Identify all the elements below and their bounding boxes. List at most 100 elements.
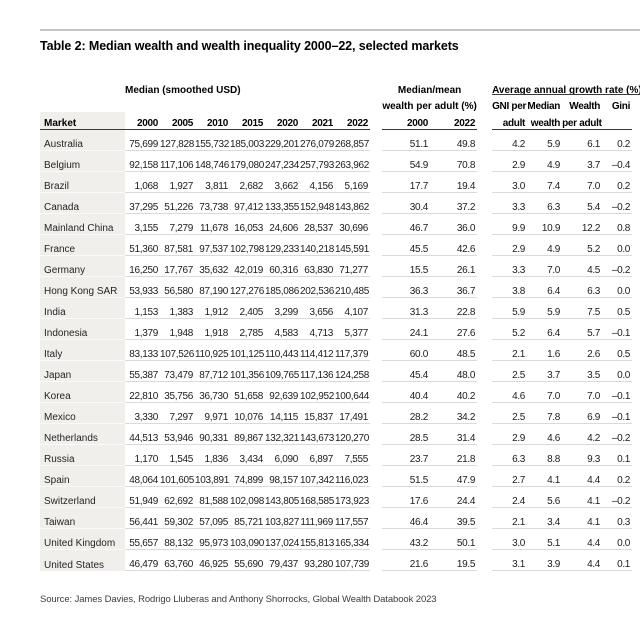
median-value: 51,226 <box>160 192 195 214</box>
growth-value: 4.1 <box>562 486 603 508</box>
growth-value: 9.9 <box>492 213 528 235</box>
median-value: 155,813 <box>300 528 335 550</box>
growth-value: 0.1 <box>602 444 633 466</box>
median-value: 53,933 <box>125 276 160 298</box>
median-value: 75,699 <box>129 139 158 150</box>
growth-value: 5.2 <box>562 234 603 256</box>
table-row: Russia 1,170 1,545 1,836 3,434 6,090 6,897 7,55… <box>40 444 633 466</box>
median-value: 143,805 <box>265 486 300 508</box>
col-header-wealth-per-adult-line1: Wealth <box>569 101 601 112</box>
median-value: 165,334 <box>335 528 371 550</box>
spacer-cell <box>370 151 382 172</box>
table-body: Australia 75,699 127,828 155,732 185,003 229,… <box>40 129 633 571</box>
median-value: 16,053 <box>230 213 265 235</box>
median-value: 2,405 <box>230 297 265 319</box>
median-mean-value: 39.5 <box>430 507 478 529</box>
median-value: 210,485 <box>335 276 371 298</box>
header-spacer <box>40 80 125 96</box>
median-value: 71,277 <box>335 255 371 277</box>
spacer-cell <box>477 172 492 193</box>
median-mean-value: 36.0 <box>430 213 478 235</box>
table-row: Indonesia 1,379 1,948 1,918 2,785 4,583 4,713 5… <box>40 318 633 340</box>
median-value: 102,098 <box>230 486 265 508</box>
market-cell: Mainland China <box>40 213 125 235</box>
growth-value: 0.2 <box>602 465 633 487</box>
col-header-gni-line1: GNI per <box>492 101 527 112</box>
median-mean-value: 31.4 <box>430 423 478 445</box>
median-value: 102,952 <box>300 381 335 403</box>
growth-value: –0.2 <box>602 255 633 277</box>
median-value: 60,316 <box>265 255 300 277</box>
growth-value: 5.9 <box>527 297 563 319</box>
header-columns-row: Market 2000 2005 2010 2015 2020 2021 202… <box>40 112 633 130</box>
growth-value: 4.4 <box>562 465 603 487</box>
median-value: 107,526 <box>160 339 195 361</box>
growth-value: –0.2 <box>602 192 633 214</box>
growth-value: 12.2 <box>562 213 603 235</box>
market-cell: United States <box>40 549 125 571</box>
growth-value: 2.9 <box>492 234 528 256</box>
median-mean-value: 24.4 <box>430 486 478 508</box>
median-value: 3,155 <box>125 213 160 235</box>
growth-value: 3.0 <box>492 171 528 193</box>
growth-value: 2.5 <box>492 402 528 424</box>
spacer-cell <box>477 445 492 466</box>
growth-value: –0.4 <box>602 150 633 172</box>
market-cell: Germany <box>40 255 125 277</box>
median-value: 4,713 <box>300 318 335 340</box>
median-value: 11,678 <box>195 213 230 235</box>
median-mean-value: 36.7 <box>430 276 478 298</box>
source-note: Source: James Davies, Rodrigo Lluberas a… <box>40 594 437 605</box>
median-mean-value: 49.8 <box>456 139 476 150</box>
median-value: 101,356 <box>230 360 265 382</box>
median-value: 110,925 <box>195 339 230 361</box>
table-row: Switzerland 51,949 62,692 81,588 102,098 143,… <box>40 486 633 508</box>
median-value: 4,107 <box>335 297 371 319</box>
spacer-cell <box>477 151 492 172</box>
median-value: 44,513 <box>125 423 160 445</box>
median-value: 132,321 <box>265 423 300 445</box>
spacer-cell <box>370 508 382 529</box>
median-value: 1,918 <box>195 318 230 340</box>
table-row: Canada 37,295 51,226 73,738 97,412 133,355 152… <box>40 192 633 214</box>
spacer-cell <box>370 487 382 508</box>
median-value: 24,606 <box>265 213 300 235</box>
spacer-cell <box>370 214 382 235</box>
median-value: 5,377 <box>335 318 371 340</box>
growth-value: 6.4 <box>527 276 563 298</box>
table-row: Mainland China 3,155 7,279 11,678 16,053 24,6… <box>40 213 633 235</box>
growth-value: 3.3 <box>492 192 528 214</box>
table-row: India 1,153 1,383 1,912 2,405 3,299 3,656 4,107… <box>40 297 633 319</box>
median-mean-value: 43.2 <box>382 528 431 550</box>
median-value: 1,153 <box>125 297 160 319</box>
median-value: 92,158 <box>125 150 160 172</box>
median-value: 229,201 <box>265 139 300 150</box>
median-value: 46,925 <box>195 549 230 571</box>
growth-value: 5.6 <box>527 486 563 508</box>
growth-value: 0.0 <box>602 360 633 382</box>
median-value: 6,897 <box>300 444 335 466</box>
median-mean-value: 19.4 <box>430 171 478 193</box>
growth-value: 2.9 <box>492 150 528 172</box>
growth-value: –0.1 <box>602 318 633 340</box>
median-value: 1,836 <box>195 444 230 466</box>
median-value: 30,696 <box>335 213 371 235</box>
growth-value: 0.2 <box>617 139 631 150</box>
median-value: 98,157 <box>265 465 300 487</box>
median-mean-value: 46.7 <box>382 213 431 235</box>
median-value: 3,811 <box>195 171 230 193</box>
median-mean-value: 17.6 <box>382 486 431 508</box>
median-value: 56,580 <box>160 276 195 298</box>
group-header-median-mean: Median/mean <box>397 85 462 96</box>
market-cell: Japan <box>40 360 125 382</box>
median-mean-value: 48.5 <box>430 339 478 361</box>
header-subgroup-row: wealth per adult (%) GNI per Median Weal… <box>40 96 632 112</box>
growth-value: 0.8 <box>602 213 633 235</box>
spacer-cell <box>477 214 492 235</box>
median-value: 102,798 <box>230 234 265 256</box>
median-value: 1,379 <box>125 318 160 340</box>
median-value: 9,971 <box>195 402 230 424</box>
growth-value: 4.2 <box>512 139 526 150</box>
growth-value: 7.0 <box>562 381 603 403</box>
market-cell: Indonesia <box>40 318 125 340</box>
